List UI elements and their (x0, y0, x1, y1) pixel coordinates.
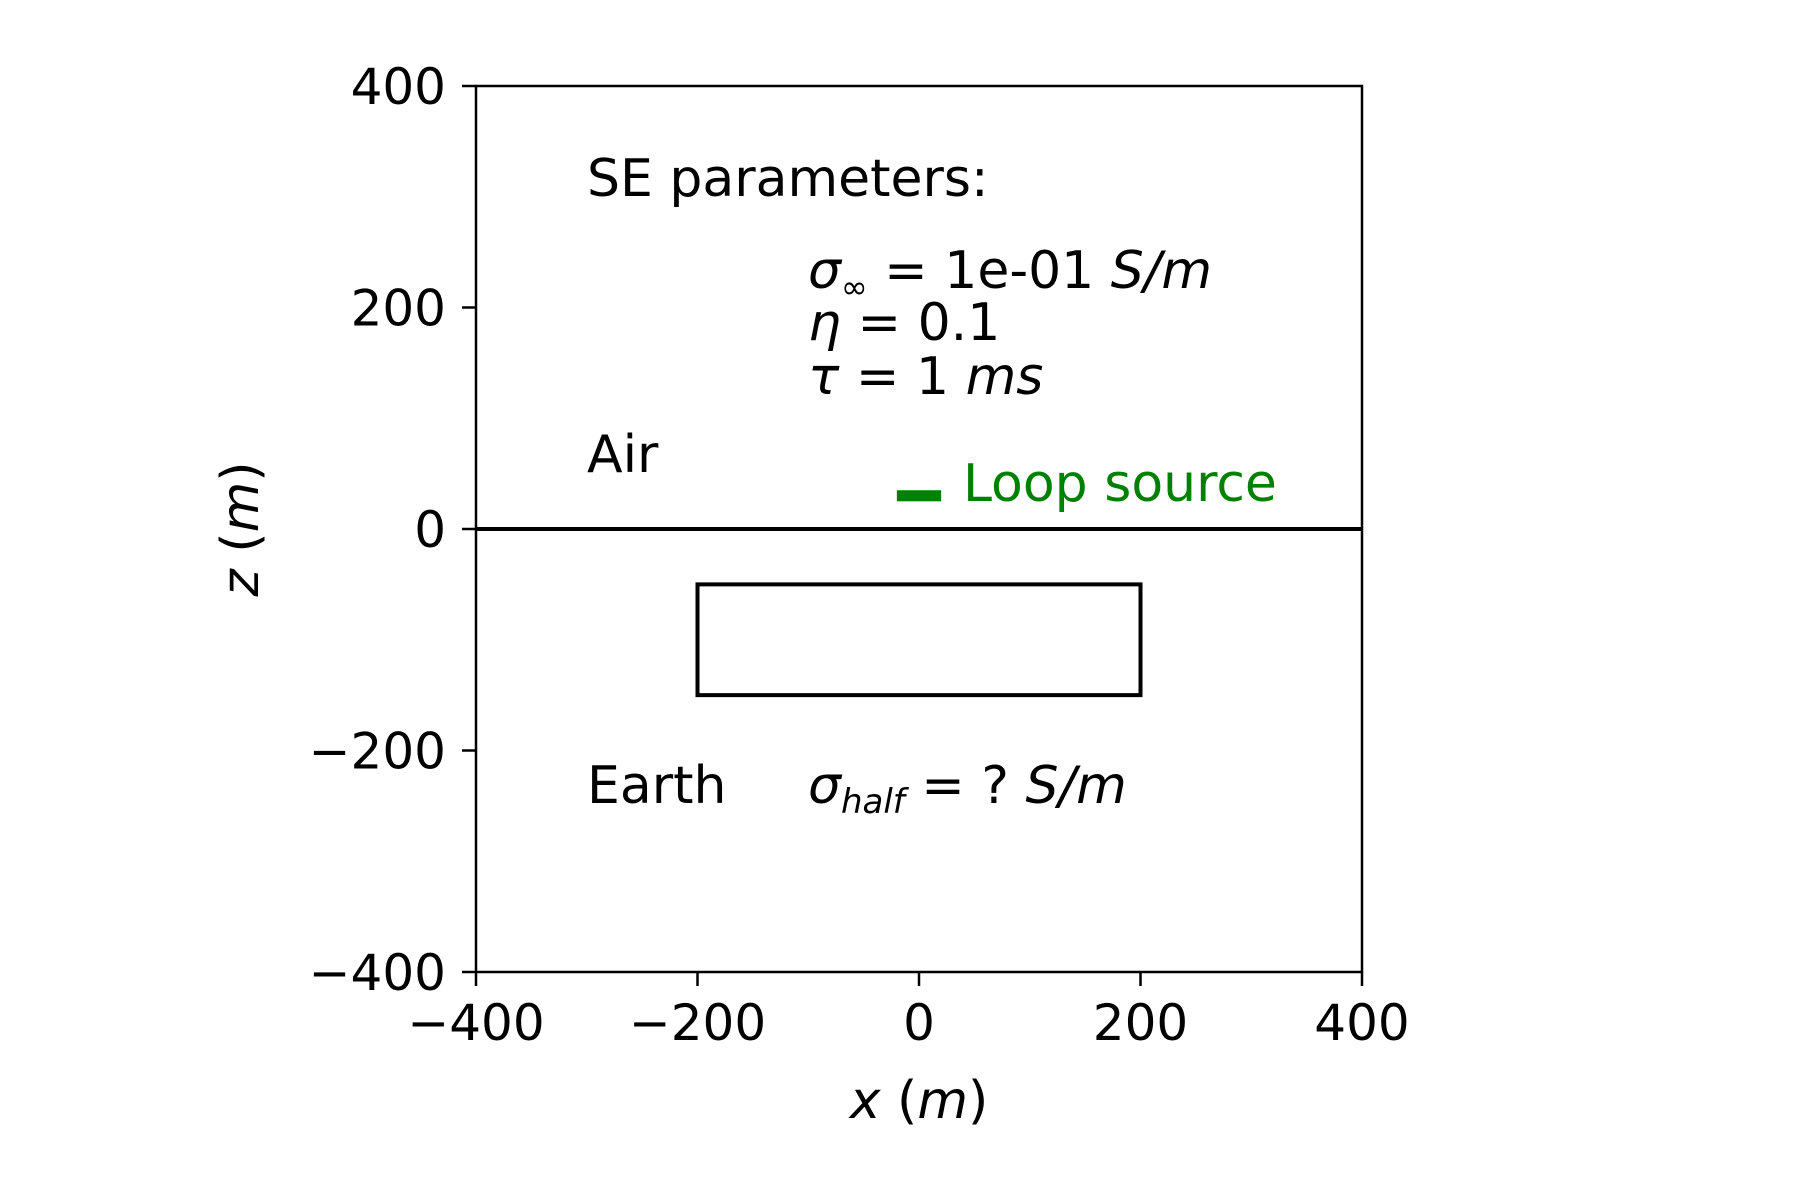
x-tick-label: −400 (407, 994, 544, 1052)
y-tick-label: 0 (414, 501, 446, 559)
y-tick-label: −200 (309, 723, 446, 781)
x-tick-label: −200 (629, 994, 766, 1052)
earth-label: Earth (587, 756, 726, 816)
air-label: Air (587, 425, 659, 485)
tau-parameter: τ = 1 ms (808, 347, 1043, 407)
sigma-inf-parameter: σ∞ = 1e-01 S/m (808, 241, 1212, 306)
y-tick-label: 400 (351, 58, 446, 116)
se-parameters-title: SE parameters: (587, 149, 989, 209)
loop-source-label: Loop source (963, 454, 1277, 514)
conductive-block (695, 582, 1143, 698)
x-tick-label: 400 (1314, 994, 1409, 1052)
y-axis-ticks: 400 200 0 −200 −400 (309, 58, 476, 1002)
y-axis-label: z (m) (211, 461, 271, 597)
eta-parameter: η = 0.1 (808, 293, 1000, 353)
sigma-half-parameter: σhalf = ? S/m (808, 756, 1127, 822)
x-tick-label: 200 (1093, 994, 1188, 1052)
x-axis-ticks: −400 −200 0 200 400 (407, 972, 1410, 1052)
x-axis-label: x (m) (848, 1071, 989, 1131)
y-tick-label: 200 (351, 280, 446, 338)
y-tick-label: −400 (309, 944, 446, 1002)
loop-source-marker (896, 490, 942, 502)
x-tick-label: 0 (903, 994, 935, 1052)
